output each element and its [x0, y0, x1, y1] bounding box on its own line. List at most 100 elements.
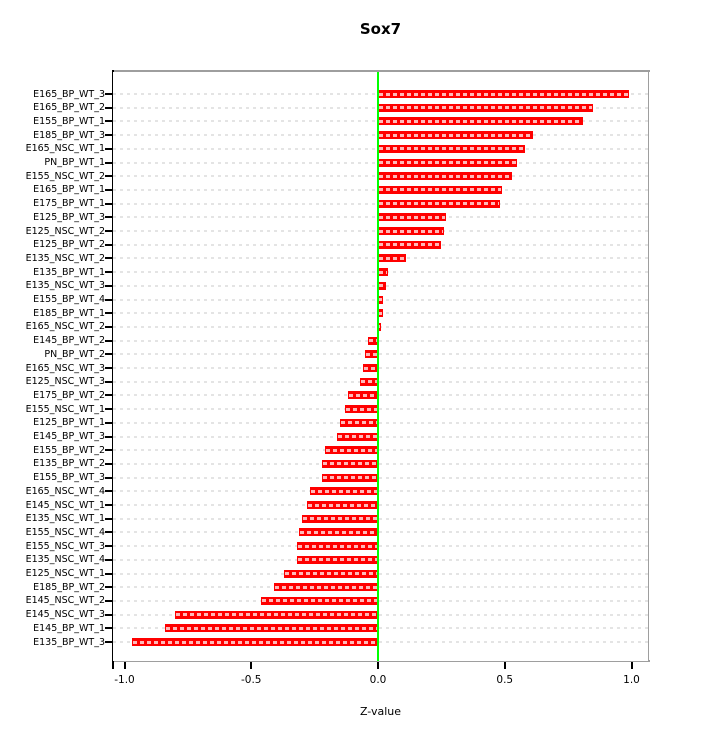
bar-dash-pattern	[297, 558, 377, 562]
y-axis-category-label: E125_BP_WT_1	[33, 417, 105, 429]
bar-dash-pattern	[300, 530, 377, 534]
bar-E135_NSC_WT_1	[301, 514, 378, 523]
bar-dash-pattern	[379, 174, 512, 178]
bar-E135_NSC_WT_3	[378, 281, 386, 290]
y-axis-tick	[105, 421, 112, 424]
bar-dash-pattern	[176, 613, 377, 617]
y-axis-tick	[105, 106, 112, 109]
x-axis-tick	[503, 662, 506, 669]
y-axis-category-label: PN_BP_WT_1	[44, 157, 105, 168]
y-axis-tick	[105, 572, 112, 575]
y-axis-category-label: E165_NSC_WT_4	[25, 485, 105, 497]
y-axis-category-label: E155_BP_WT_2	[33, 444, 105, 456]
y-axis-tick	[105, 490, 112, 493]
bar-E185_BP_WT_1	[378, 309, 384, 318]
bar-PN_BP_WT_1	[378, 158, 518, 167]
x-axis-tick	[630, 662, 633, 669]
y-axis-tick	[105, 476, 112, 479]
y-axis-tick	[105, 599, 112, 602]
y-axis-category-label: E185_BP_WT_1	[33, 307, 105, 319]
y-axis-tick	[105, 298, 112, 301]
plot-box-right-border	[647, 70, 649, 662]
y-axis-category-label: E135_NSC_WT_4	[25, 554, 105, 566]
gridline	[113, 558, 648, 561]
bar-dash-pattern	[297, 544, 377, 548]
bar-E145_BP_WT_3	[337, 432, 378, 441]
bar-E165_NSC_WT_2	[378, 322, 381, 331]
bar-E155_NSC_WT_4	[299, 528, 378, 537]
bar-E125_BP_WT_2	[378, 240, 442, 249]
bar-PN_BP_WT_2	[365, 350, 378, 359]
y-axis-tick	[105, 408, 112, 411]
y-axis-category-label: E155_NSC_WT_1	[25, 403, 105, 415]
y-axis-tick	[105, 627, 112, 630]
y-axis-category-label: E165_BP_WT_3	[33, 88, 105, 100]
bar-E145_NSC_WT_2	[261, 596, 378, 605]
bar-E125_BP_WT_1	[339, 418, 378, 427]
y-axis-category-label: E165_NSC_WT_3	[25, 362, 105, 374]
bar-dash-pattern	[379, 188, 502, 192]
y-axis-category-label: E135_NSC_WT_2	[25, 252, 105, 264]
bar-dash-pattern	[379, 311, 383, 315]
bar-E125_NSC_WT_2	[378, 227, 444, 235]
y-axis-category-label: E155_NSC_WT_2	[25, 170, 105, 182]
y-axis-tick	[105, 284, 112, 287]
gridline	[113, 339, 648, 342]
y-axis-tick	[105, 380, 112, 383]
gridline	[113, 490, 648, 493]
bar-E155_NSC_WT_3	[296, 542, 378, 551]
y-axis-category-label: E145_NSC_WT_1	[25, 499, 105, 511]
bar-dash-pattern	[368, 339, 377, 343]
bar-E135_NSC_WT_4	[296, 555, 378, 564]
y-axis-category-label: E165_NSC_WT_1	[25, 143, 105, 155]
y-axis-tick	[105, 161, 112, 164]
bar-dash-pattern	[379, 229, 443, 233]
y-axis-tick	[105, 134, 112, 137]
y-axis-tick	[105, 312, 112, 315]
plot-area	[113, 72, 648, 661]
bar-dash-pattern	[323, 476, 377, 480]
bar-E175_BP_WT_1	[378, 199, 500, 208]
bar-E155_NSC_WT_1	[345, 405, 378, 414]
bar-dash-pattern	[379, 298, 383, 301]
y-axis-category-label: E135_NSC_WT_3	[25, 280, 105, 292]
bar-dash-pattern	[379, 215, 446, 219]
bar-E145_BP_WT_1	[165, 624, 378, 633]
bar-dash-pattern	[379, 325, 380, 329]
y-axis-category-label: E125_BP_WT_2	[33, 239, 105, 251]
y-axis-category-label: E125_NSC_WT_1	[25, 568, 105, 579]
bar-dash-pattern	[285, 572, 377, 575]
bar-E155_BP_WT_4	[378, 295, 384, 304]
y-axis-tick	[105, 586, 112, 589]
gridline	[113, 394, 648, 397]
bar-E155_BP_WT_2	[324, 446, 378, 455]
x-axis-tick	[123, 662, 126, 669]
y-axis-tick	[105, 147, 112, 150]
bar-E145_NSC_WT_1	[307, 501, 378, 509]
gridline	[113, 408, 648, 411]
y-axis-tick	[105, 175, 112, 178]
bar-dash-pattern	[379, 147, 525, 151]
x-axis-tick-label: 0.0	[369, 674, 387, 686]
bar-E155_BP_WT_1	[378, 117, 584, 126]
y-axis-tick	[105, 243, 112, 246]
bar-dash-pattern	[308, 503, 377, 507]
y-axis-category-label: E135_BP_WT_1	[33, 266, 105, 278]
bar-E125_BP_WT_3	[378, 213, 447, 222]
y-axis-category-label: E175_BP_WT_1	[33, 198, 105, 210]
y-axis-tick	[105, 367, 112, 369]
bar-dash-pattern	[379, 243, 441, 247]
bar-dash-pattern	[363, 366, 377, 370]
gridline	[113, 572, 648, 575]
bar-dash-pattern	[133, 640, 377, 644]
bar-dash-pattern	[379, 270, 388, 274]
bar-E135_BP_WT_1	[378, 268, 389, 277]
gridline	[113, 517, 648, 520]
gridline	[113, 627, 648, 630]
bar-E135_BP_WT_3	[132, 638, 378, 646]
y-axis-tick	[105, 531, 112, 534]
bar-dash-pattern	[379, 133, 532, 137]
y-axis-category-label: E125_NSC_WT_3	[25, 376, 105, 388]
gridline	[113, 641, 648, 643]
y-axis-category-label: E145_BP_WT_1	[33, 622, 105, 634]
